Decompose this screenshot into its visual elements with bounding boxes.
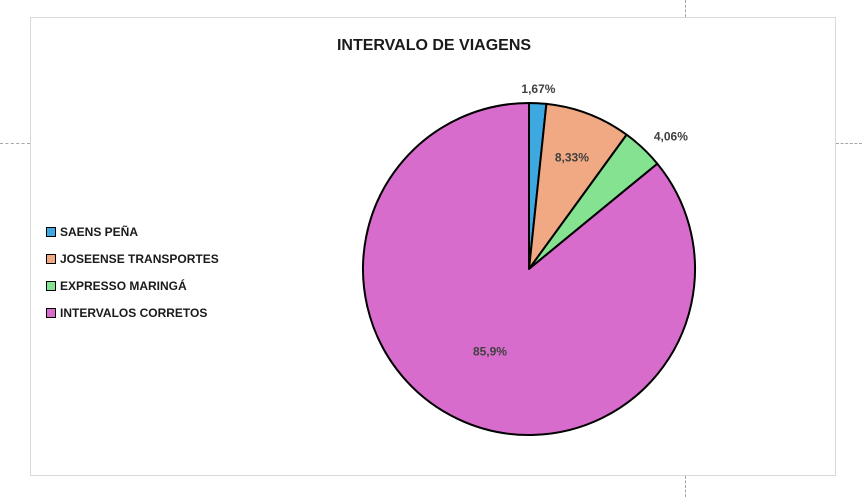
legend-item-intervalos-corretos[interactable]: INTERVALOS CORRETOS: [46, 299, 219, 326]
pie-slice-intervalos-corretos[interactable]: [362, 102, 696, 436]
legend-label: INTERVALOS CORRETOS: [60, 305, 208, 320]
legend-swatch: [46, 226, 56, 237]
legend-item-saens-pena[interactable]: SAENS PEÑA: [46, 218, 219, 245]
legend-label: JOSEENSE TRANSPORTES: [60, 251, 219, 266]
guide-line-bottom: [685, 476, 686, 497]
legend-swatch: [46, 253, 56, 264]
legend-swatch: [46, 280, 56, 291]
guide-line-top: [685, 0, 686, 17]
legend-label: EXPRESSO MARINGÁ: [60, 278, 187, 293]
chart-title: INTERVALO DE VIAGENS: [336, 37, 532, 54]
pie-chart: 1,67% 8,33% 4,06% 85,9%: [362, 82, 696, 436]
legend-item-joseense-transportes[interactable]: JOSEENSE TRANSPORTES: [46, 245, 219, 272]
data-label-saens-pena: 1,67%: [521, 82, 555, 96]
legend-label: SAENS PEÑA: [60, 224, 139, 239]
chart-area[interactable]: INTERVALO DE VIAGENS SAENS PEÑA JOSEENSE …: [30, 17, 836, 476]
legend[interactable]: SAENS PEÑA JOSEENSE TRANSPORTES EXPRESSO M…: [46, 218, 219, 326]
guide-line-left: [0, 143, 30, 144]
legend-swatch: [46, 307, 56, 318]
data-label-joseense-transportes: 8,33%: [555, 150, 589, 164]
guide-line-right: [836, 143, 862, 144]
legend-item-expresso-maringa[interactable]: EXPRESSO MARINGÁ: [46, 272, 219, 299]
data-label-expresso-maringa: 4,06%: [654, 130, 688, 144]
data-label-intervalos-corretos: 85,9%: [473, 345, 507, 359]
pie-slice-joseense-transportes[interactable]: [528, 102, 628, 270]
